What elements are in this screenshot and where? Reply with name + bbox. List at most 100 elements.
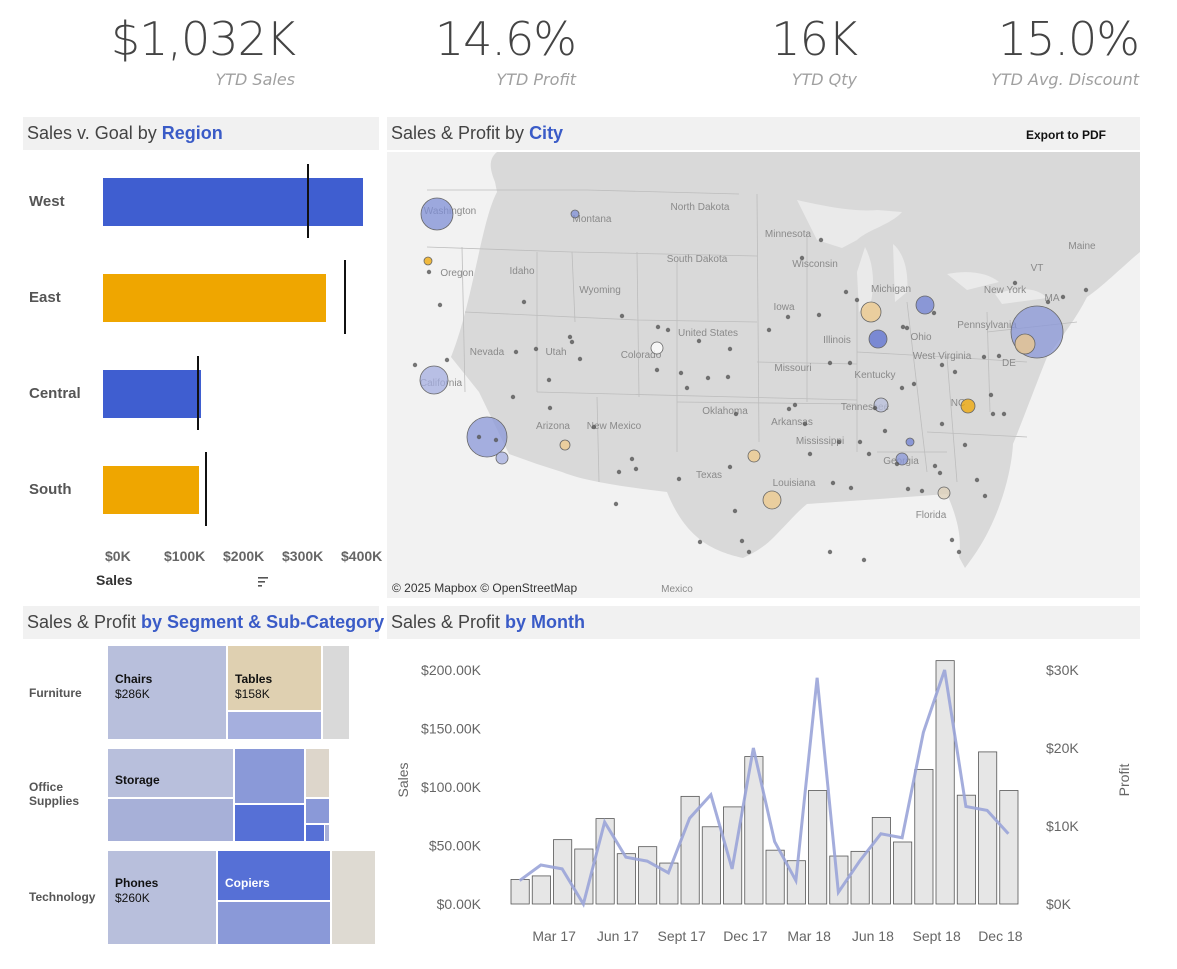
month-sales-bar[interactable] <box>701 826 721 905</box>
city-marker[interactable] <box>746 549 752 555</box>
tile-storage[interactable]: Storage <box>108 749 233 797</box>
city-marker[interactable] <box>939 362 945 368</box>
city-marker[interactable] <box>792 402 798 408</box>
region-sales-bar[interactable] <box>103 178 363 226</box>
city-marker[interactable] <box>444 357 450 363</box>
city-marker[interactable] <box>949 537 955 543</box>
city-marker[interactable] <box>904 325 910 331</box>
city-marker[interactable] <box>1001 411 1007 417</box>
month-sales-bar[interactable] <box>680 795 700 905</box>
tile-office-6[interactable] <box>306 799 329 823</box>
city-marker[interactable] <box>847 360 853 366</box>
city-marker[interactable] <box>937 470 943 476</box>
sort-descending-icon[interactable] <box>256 574 270 588</box>
city-marker[interactable] <box>569 339 575 345</box>
city-marker[interactable] <box>899 385 905 391</box>
city-marker[interactable] <box>567 334 573 340</box>
city-marker[interactable] <box>412 362 418 368</box>
map-canvas[interactable]: WashingtonMontanaNorth DakotaMinnesotaOr… <box>387 152 1140 598</box>
city-marker[interactable] <box>727 464 733 470</box>
map-city-markers[interactable] <box>412 197 1089 563</box>
city-bubble[interactable] <box>860 301 882 323</box>
month-sales-bar[interactable] <box>510 879 530 905</box>
region-title-highlight[interactable]: Region <box>161 123 223 143</box>
city-bubble[interactable] <box>873 397 889 413</box>
region-sales-bar[interactable] <box>103 466 199 514</box>
city-marker[interactable] <box>911 381 917 387</box>
tile-furniture-other-1[interactable] <box>228 712 321 739</box>
city-marker[interactable] <box>591 424 597 430</box>
city-marker[interactable] <box>493 437 499 443</box>
city-marker[interactable] <box>974 477 980 483</box>
city-marker[interactable] <box>956 549 962 555</box>
region-goal-marker[interactable] <box>343 260 346 334</box>
city-marker[interactable] <box>696 338 702 344</box>
region-goal-marker[interactable] <box>204 452 207 526</box>
export-to-pdf-button[interactable]: Export to PDF <box>1026 128 1106 142</box>
month-sales-bar[interactable] <box>808 790 828 905</box>
city-marker[interactable] <box>848 485 854 491</box>
tile-tables[interactable]: Tables $158K <box>228 646 321 710</box>
month-sales-bar[interactable] <box>935 660 955 905</box>
month-sales-bar[interactable] <box>914 769 934 905</box>
city-bubble[interactable] <box>960 398 976 414</box>
city-marker[interactable] <box>577 356 583 362</box>
city-marker[interactable] <box>786 406 792 412</box>
tile-tech-4[interactable] <box>332 851 375 944</box>
city-marker[interactable] <box>857 439 863 445</box>
city-bubble[interactable] <box>423 256 433 266</box>
city-marker[interactable] <box>613 501 619 507</box>
city-marker[interactable] <box>919 488 925 494</box>
city-marker[interactable] <box>854 297 860 303</box>
city-marker[interactable] <box>836 439 842 445</box>
month-sales-bar[interactable] <box>956 794 976 905</box>
city-marker[interactable] <box>827 360 833 366</box>
city-marker[interactable] <box>684 385 690 391</box>
city-marker[interactable] <box>799 255 805 261</box>
city-marker[interactable] <box>830 480 836 486</box>
city-marker[interactable] <box>807 451 813 457</box>
city-bubble[interactable] <box>1014 333 1036 355</box>
city-marker[interactable] <box>905 486 911 492</box>
month-sales-bar[interactable] <box>871 817 891 905</box>
city-bubble[interactable] <box>466 416 508 458</box>
city-marker[interactable] <box>802 421 808 427</box>
city-marker[interactable] <box>1060 294 1066 300</box>
tile-office-3[interactable] <box>235 749 304 803</box>
tile-chairs[interactable]: Chairs $286K <box>108 646 227 739</box>
city-marker[interactable] <box>932 463 938 469</box>
city-bubble[interactable] <box>747 449 761 463</box>
city-marker[interactable] <box>818 237 824 243</box>
city-marker[interactable] <box>843 289 849 295</box>
city-map[interactable]: WashingtonMontanaNorth DakotaMinnesotaOr… <box>387 152 1140 598</box>
city-marker[interactable] <box>547 405 553 411</box>
tile-copiers[interactable]: Copiers <box>218 851 330 900</box>
month-sales-bar[interactable] <box>765 849 785 905</box>
city-marker[interactable] <box>939 421 945 427</box>
city-marker[interactable] <box>697 539 703 545</box>
city-marker[interactable] <box>678 370 684 376</box>
city-bubble[interactable] <box>650 341 664 355</box>
city-marker[interactable] <box>766 327 772 333</box>
city-marker[interactable] <box>785 314 791 320</box>
city-bubble[interactable] <box>868 329 888 349</box>
city-marker[interactable] <box>861 557 867 563</box>
city-marker[interactable] <box>962 442 968 448</box>
city-marker[interactable] <box>619 313 625 319</box>
tile-office-5[interactable] <box>306 749 329 797</box>
city-marker[interactable] <box>654 367 660 373</box>
city-marker[interactable] <box>510 394 516 400</box>
city-marker[interactable] <box>733 411 739 417</box>
city-marker[interactable] <box>629 456 635 462</box>
city-marker[interactable] <box>816 312 822 318</box>
city-marker[interactable] <box>982 493 988 499</box>
city-title-highlight[interactable]: City <box>529 123 564 143</box>
city-marker[interactable] <box>476 434 482 440</box>
city-marker[interactable] <box>990 411 996 417</box>
city-marker[interactable] <box>676 476 682 482</box>
tile-furniture-other-2[interactable] <box>323 646 349 739</box>
tile-phones[interactable]: Phones $260K <box>108 851 216 944</box>
city-marker[interactable] <box>952 369 958 375</box>
city-marker[interactable] <box>633 466 639 472</box>
city-marker[interactable] <box>739 538 745 544</box>
